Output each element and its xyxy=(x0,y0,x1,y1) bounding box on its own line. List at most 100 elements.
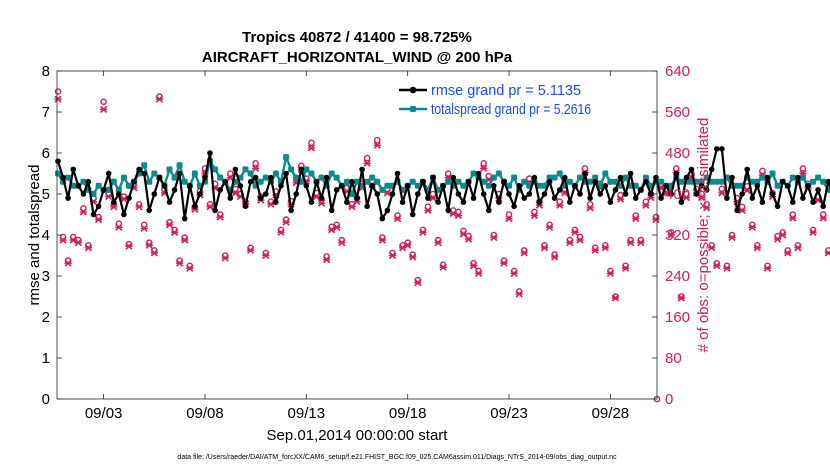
rmse-point xyxy=(166,199,173,205)
rmse-point xyxy=(648,191,654,197)
obs-assimilated-point xyxy=(824,249,830,257)
obs-assimilated-point xyxy=(145,241,153,249)
obs-possible-point xyxy=(718,185,726,193)
obs-series xyxy=(54,88,830,403)
y-tick-label-left: 4 xyxy=(42,227,50,244)
obs-assimilated-point xyxy=(216,213,224,221)
rmse-point xyxy=(764,174,771,181)
spread-point xyxy=(333,174,340,181)
obs-assimilated-point xyxy=(713,262,721,270)
rmse-point xyxy=(369,183,376,189)
rmse-point xyxy=(455,191,462,197)
rmse-point xyxy=(506,191,512,197)
y-tick-label-right: 320 xyxy=(665,227,690,244)
obs-possible-point xyxy=(54,88,62,95)
spread-point xyxy=(612,178,619,185)
obs-assimilated-point xyxy=(743,186,751,195)
rmse-point xyxy=(318,195,325,201)
rmse-point xyxy=(161,183,168,189)
rmse-point xyxy=(404,183,411,189)
spread-point xyxy=(384,182,391,189)
obs-assimilated-point xyxy=(763,264,772,272)
rmse-point xyxy=(546,178,553,185)
rmse-point xyxy=(739,191,745,197)
line-series xyxy=(55,146,830,222)
spread-point xyxy=(577,174,583,181)
obs-assimilated-point xyxy=(393,214,402,223)
rmse-point xyxy=(805,183,811,189)
rmse-point xyxy=(617,174,624,181)
rmse-point xyxy=(349,178,355,185)
rmse-point xyxy=(526,191,533,197)
obs-assimilated-point xyxy=(703,204,711,212)
obs-assimilated-point xyxy=(150,249,158,257)
spread-point xyxy=(176,162,183,169)
rmse-point xyxy=(784,183,791,189)
rmse-point xyxy=(146,207,152,214)
spread-point xyxy=(364,178,371,185)
rmse-point xyxy=(749,195,756,201)
rmse-point xyxy=(536,199,543,205)
rmse-point xyxy=(126,195,132,201)
rmse-point xyxy=(70,166,76,173)
y-tick-label-left: 3 xyxy=(42,268,50,285)
spread-point xyxy=(546,174,553,181)
obs-assimilated-point xyxy=(642,201,650,209)
obs-assimilated-point xyxy=(718,189,726,197)
rmse-point xyxy=(815,187,821,193)
spread-point xyxy=(379,186,386,193)
spread-point xyxy=(55,170,61,177)
rmse-point xyxy=(445,207,452,214)
obs-assimilated-point xyxy=(753,244,761,252)
obs-assimilated-point xyxy=(556,201,564,209)
spread-point xyxy=(369,174,376,181)
rmse-point xyxy=(703,187,710,193)
obs-assimilated-point xyxy=(252,164,260,172)
rmse-point xyxy=(247,178,254,185)
obs-assimilated-point xyxy=(277,228,285,237)
obs-assimilated-point xyxy=(317,199,326,207)
rmse-point xyxy=(187,183,193,189)
obs-assimilated-point xyxy=(165,221,174,229)
obs-assimilated-point xyxy=(221,254,229,262)
spread-point xyxy=(242,166,249,173)
obs-assimilated-point xyxy=(677,294,685,302)
rmse-point xyxy=(673,170,680,177)
obs-assimilated-point xyxy=(728,233,736,242)
rmse-point xyxy=(268,174,274,181)
rmse-point xyxy=(242,203,249,210)
rmse-point xyxy=(100,187,107,193)
rmse-point xyxy=(409,211,416,218)
spread-point xyxy=(262,174,269,181)
spread-point xyxy=(566,178,573,185)
rmse-point xyxy=(790,199,796,205)
spread-point xyxy=(541,182,548,189)
obs-assimilated-point xyxy=(459,230,468,238)
rmse-point xyxy=(181,215,188,222)
obs-assimilated-point xyxy=(206,203,214,211)
spread-point xyxy=(191,170,198,177)
obs-assimilated-point xyxy=(231,189,239,197)
rmse-point xyxy=(622,191,629,197)
obs-possible-point xyxy=(226,170,234,177)
obs-assimilated-point xyxy=(464,235,473,243)
obs-assimilated-point xyxy=(591,246,599,254)
obs-assimilated-point xyxy=(682,193,690,202)
rmse-point xyxy=(521,195,527,201)
rmse-point xyxy=(192,203,198,210)
rmse-point xyxy=(384,207,391,214)
spread-point xyxy=(658,178,665,185)
obs-assimilated-point xyxy=(576,236,584,244)
rmse-point xyxy=(607,199,614,205)
spread-point xyxy=(490,174,497,181)
spread-point xyxy=(506,182,512,189)
rmse-point xyxy=(90,211,97,218)
spread-point xyxy=(105,186,112,193)
y-tick-label-right: 640 xyxy=(665,63,690,80)
legend-rmse-label: rmse grand pr = 5.1135 xyxy=(431,83,581,99)
y-tick-label-left: 6 xyxy=(42,145,50,162)
spread-point xyxy=(120,174,127,181)
obs-possible-point xyxy=(799,165,807,172)
rmse-point xyxy=(597,191,603,197)
y-tick-label-left: 1 xyxy=(42,350,50,367)
